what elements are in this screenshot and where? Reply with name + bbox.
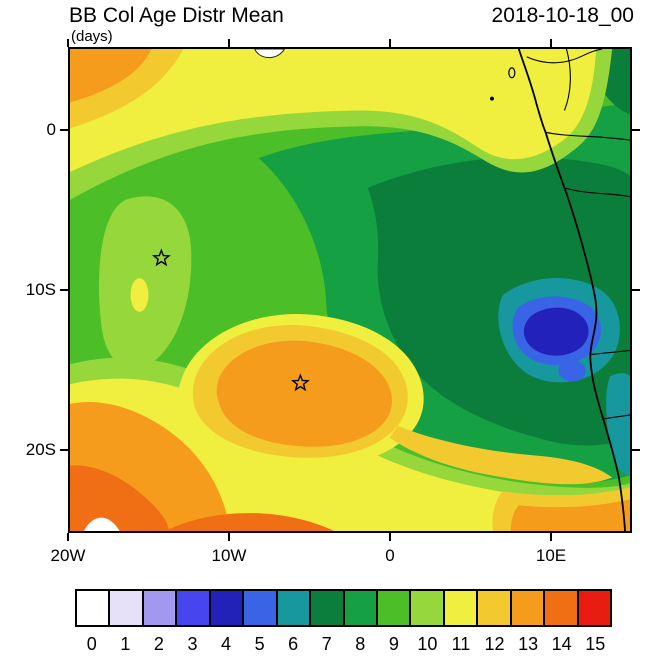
- colorbar-label: 8: [355, 634, 366, 654]
- contour-region-bottom-darkorange: [165, 513, 335, 531]
- plot-title: BB Col Age Distr Mean: [69, 4, 284, 27]
- colorbar-cell-1: [110, 591, 144, 625]
- colorbar-label: 11: [451, 634, 471, 654]
- island-dot: [490, 96, 494, 101]
- africa-coastline: [517, 49, 626, 531]
- axis-tick: [60, 449, 68, 451]
- map-plot-area: [68, 47, 632, 533]
- colorbar-cell-7: [311, 591, 345, 625]
- colorbar-label: 12: [484, 634, 505, 654]
- contour-region-topleft-orange: [70, 49, 152, 103]
- contour-region-se-orange: [510, 499, 630, 531]
- colorbar-cell-11: [444, 591, 479, 625]
- colorbar-label: 3: [187, 634, 198, 654]
- plot-units-label: (days): [71, 28, 113, 45]
- axis-tick: [632, 289, 640, 291]
- contour-region-gold-tail: [389, 425, 613, 485]
- country-border: [591, 349, 630, 356]
- axis-tick: [550, 533, 552, 541]
- axis-tick: [632, 129, 640, 131]
- colorbar-label: 5: [254, 634, 265, 654]
- colorbar-cell-4: [210, 591, 245, 625]
- colorbar-label: 4: [221, 634, 232, 654]
- axis-tick: [228, 533, 230, 541]
- y-axis-label-0: 0: [46, 120, 56, 139]
- star-marker-2: [290, 373, 310, 392]
- axis-tick: [67, 39, 69, 47]
- colorbar-cell-12: [478, 591, 512, 625]
- colorbar-label: 15: [585, 634, 606, 654]
- colorbar-label: 13: [518, 634, 539, 654]
- axis-tick: [67, 533, 69, 541]
- axis-tick: [550, 39, 552, 47]
- colorbar-cell-13: [511, 591, 546, 625]
- colorbar-label: 2: [153, 634, 164, 654]
- axis-tick: [389, 39, 391, 47]
- x-axis-label-10E: 10E: [535, 546, 567, 565]
- y-axis-label-20S: 20S: [25, 440, 56, 459]
- plot-datetime: 2018-10-18_00: [491, 4, 634, 27]
- country-border: [545, 131, 630, 141]
- x-axis-label-10W: 10W: [211, 546, 247, 565]
- contour-region-blue-dot: [558, 360, 586, 382]
- colorbar-cell-5: [244, 591, 278, 625]
- colorbar-cell-10: [411, 591, 445, 625]
- colorbar-cell-3: [177, 591, 211, 625]
- axis-tick: [60, 289, 68, 291]
- island-outline: [508, 67, 516, 79]
- colorbar-cell-15: [578, 591, 610, 625]
- x-axis-label-20W: 20W: [50, 546, 86, 565]
- country-border: [603, 414, 630, 420]
- coastline-gulf-branch: [526, 49, 603, 64]
- contour-region-west-yellow-spot: [130, 278, 149, 312]
- contour-region-white-pocket: [254, 49, 286, 59]
- contour-region-north-yellow: [70, 49, 597, 172]
- y-axis-label-10S: 10S: [25, 280, 56, 299]
- colorbar-label: 9: [388, 634, 399, 654]
- colorbar-label: 1: [120, 634, 131, 654]
- star-marker-1: [151, 248, 171, 267]
- axis-tick: [228, 39, 230, 47]
- colorbar-cell-2: [143, 591, 178, 625]
- axis-tick: [60, 129, 68, 131]
- colorbar-label: 0: [86, 634, 97, 654]
- colorbar-cell-8: [344, 591, 378, 625]
- contour-region-sw-darkorange: [70, 465, 170, 531]
- colorbar-cell-0: [77, 591, 111, 625]
- axis-tick: [389, 533, 391, 541]
- colorbar-label: 6: [288, 634, 299, 654]
- country-border: [564, 187, 630, 198]
- x-axis-label-0: 0: [385, 546, 395, 565]
- contour-map: [70, 49, 630, 531]
- colorbar-label: 10: [417, 634, 438, 654]
- colorbar-label: 7: [321, 634, 332, 654]
- colorbar-labels: 0 1 2 3 4 5 6 7 8 9 10 11 12 13 14 15: [75, 634, 612, 655]
- colorbar: [75, 589, 612, 627]
- axis-tick: [632, 449, 640, 451]
- contour-region-white-wedge: [83, 517, 120, 531]
- colorbar-cell-9: [377, 591, 412, 625]
- colorbar-label: 14: [551, 634, 572, 654]
- colorbar-cell-14: [545, 591, 579, 625]
- contour-region-plume-orange: [216, 340, 393, 447]
- colorbar-cell-6: [277, 591, 312, 625]
- country-border: [563, 49, 571, 111]
- contour-region-darkblue: [523, 307, 589, 356]
